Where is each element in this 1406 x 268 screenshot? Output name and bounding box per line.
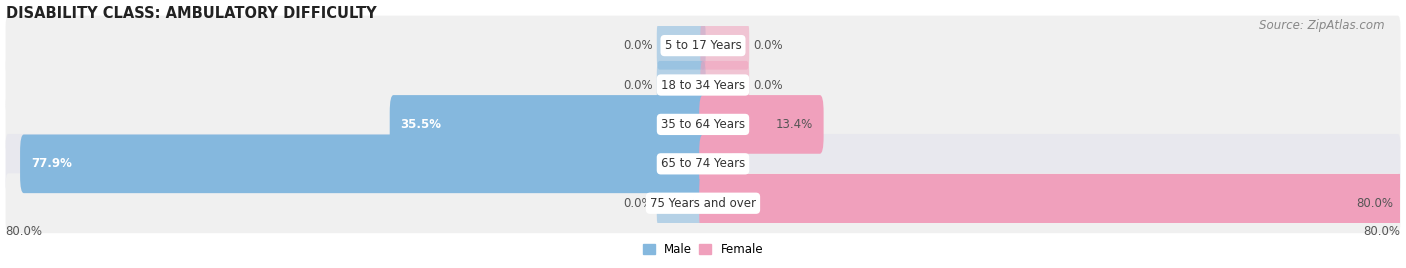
FancyBboxPatch shape [6, 16, 1400, 76]
Text: 0.0%: 0.0% [754, 79, 783, 91]
Text: 18 to 34 Years: 18 to 34 Years [661, 79, 745, 91]
FancyBboxPatch shape [6, 173, 1400, 233]
Text: 13.4%: 13.4% [776, 118, 813, 131]
FancyBboxPatch shape [6, 55, 1400, 115]
Text: 80.0%: 80.0% [1364, 225, 1400, 238]
Text: 77.9%: 77.9% [31, 157, 72, 170]
Text: Source: ZipAtlas.com: Source: ZipAtlas.com [1260, 19, 1385, 32]
Text: 75 Years and over: 75 Years and over [650, 197, 756, 210]
Text: 0.0%: 0.0% [623, 39, 652, 52]
Text: 0.0%: 0.0% [623, 79, 652, 91]
FancyBboxPatch shape [6, 134, 1400, 194]
FancyBboxPatch shape [699, 135, 733, 193]
FancyBboxPatch shape [699, 95, 824, 154]
Text: 5 to 17 Years: 5 to 17 Years [665, 39, 741, 52]
Text: 2.9%: 2.9% [692, 157, 721, 170]
Text: 0.0%: 0.0% [754, 39, 783, 52]
Text: 65 to 74 Years: 65 to 74 Years [661, 157, 745, 170]
FancyBboxPatch shape [699, 174, 1405, 233]
Text: 0.0%: 0.0% [623, 197, 652, 210]
Legend: Male, Female: Male, Female [638, 238, 768, 260]
FancyBboxPatch shape [20, 135, 707, 193]
FancyBboxPatch shape [389, 95, 707, 154]
Text: 80.0%: 80.0% [1357, 197, 1393, 210]
FancyBboxPatch shape [6, 94, 1400, 154]
FancyBboxPatch shape [657, 179, 706, 227]
Text: 35 to 64 Years: 35 to 64 Years [661, 118, 745, 131]
FancyBboxPatch shape [700, 21, 749, 70]
FancyBboxPatch shape [657, 61, 706, 109]
Text: DISABILITY CLASS: AMBULATORY DIFFICULTY: DISABILITY CLASS: AMBULATORY DIFFICULTY [6, 6, 377, 21]
Text: 35.5%: 35.5% [401, 118, 441, 131]
Text: 80.0%: 80.0% [6, 225, 42, 238]
FancyBboxPatch shape [657, 21, 706, 70]
FancyBboxPatch shape [700, 61, 749, 109]
